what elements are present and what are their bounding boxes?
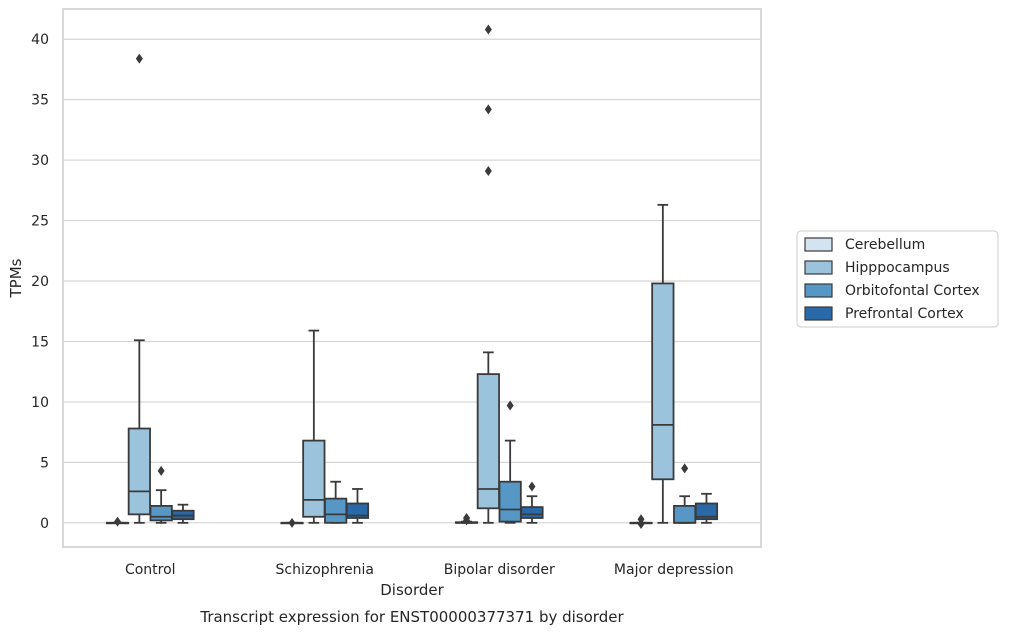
legend-entry-label: Orbitofontal Cortex	[845, 283, 980, 299]
outlier-point	[528, 481, 536, 492]
x-tick-label: Major depression	[614, 562, 734, 578]
box-hipppocampus	[127, 53, 151, 524]
outlier-point	[681, 463, 689, 474]
box-body	[651, 282, 675, 481]
y-axis-ticks: 0 5 10 15 20 25 30 35 40	[31, 32, 49, 532]
box-cerebellum	[105, 516, 130, 527]
box-body	[149, 504, 173, 522]
box-hipppocampus	[651, 203, 675, 524]
legend-swatch	[804, 237, 833, 252]
box-orbitofontal-cortex	[324, 480, 348, 524]
chart-caption: Transcript expression for ENST0000037737…	[199, 608, 624, 626]
y-tick-label: 15	[31, 334, 49, 350]
outlier-point	[463, 515, 471, 526]
box-prefrontal-cortex	[694, 492, 719, 524]
box-body	[302, 439, 326, 518]
x-axis-label: Disorder	[380, 581, 444, 599]
y-tick-label: 10	[31, 395, 49, 411]
box-body	[673, 504, 697, 524]
legend-swatch	[804, 283, 833, 298]
outlier-point	[114, 516, 122, 527]
box-series	[105, 24, 719, 530]
box-hipppocampus	[476, 24, 500, 524]
x-tick-label: Schizophrenia	[276, 562, 374, 578]
box-body	[476, 373, 500, 510]
legend-entry-label: Hipppocampus	[845, 260, 950, 276]
x-tick-label: Control	[125, 562, 176, 578]
outlier-point	[484, 104, 492, 115]
legend-swatch	[804, 306, 833, 321]
y-tick-label: 5	[40, 455, 49, 471]
box-body	[694, 502, 719, 521]
legend-entry-label: Prefrontal Cortex	[845, 306, 964, 322]
outlier-point	[637, 519, 645, 530]
y-tick-label: 35	[31, 93, 49, 109]
y-tick-label: 20	[31, 274, 49, 290]
y-tick-label: 0	[40, 516, 49, 532]
box-prefrontal-cortex	[345, 488, 370, 524]
y-tick-label: 25	[31, 214, 49, 230]
box-body	[345, 502, 370, 519]
box-cerebellum	[629, 514, 653, 530]
legend: Cerebellum Hipppocampus Orbitofontal Corte…	[796, 230, 999, 328]
legend-frame	[796, 230, 999, 328]
outlier-point	[484, 24, 492, 35]
y-axis-label: TPMs	[7, 258, 25, 298]
box-cerebellum	[454, 512, 479, 526]
outlier-point	[288, 517, 296, 528]
box-orbitofontal-cortex	[498, 400, 522, 524]
legend-swatch	[804, 260, 833, 275]
box-body	[127, 427, 151, 516]
x-axis-ticks: Control Schizophrenia Bipolar disorder Majo…	[125, 562, 734, 578]
outlier-point	[506, 400, 514, 411]
box-prefrontal-cortex	[171, 503, 195, 524]
y-tick-label: 40	[31, 32, 49, 48]
box-cerebellum	[280, 517, 304, 528]
y-tick-label: 30	[31, 153, 49, 169]
plot-area	[62, 8, 762, 548]
x-tick-label: Bipolar disorder	[444, 562, 555, 578]
outlier-point	[157, 465, 165, 476]
legend-entry-label: Cerebellum	[845, 237, 925, 253]
box-prefrontal-cortex	[520, 481, 544, 524]
box-body	[324, 497, 348, 524]
outlier-point	[135, 53, 143, 64]
outlier-point	[484, 166, 492, 177]
box-body	[520, 506, 544, 519]
box-orbitofontal-cortex	[149, 465, 173, 524]
box-hipppocampus	[302, 329, 326, 524]
box-body	[498, 480, 522, 523]
